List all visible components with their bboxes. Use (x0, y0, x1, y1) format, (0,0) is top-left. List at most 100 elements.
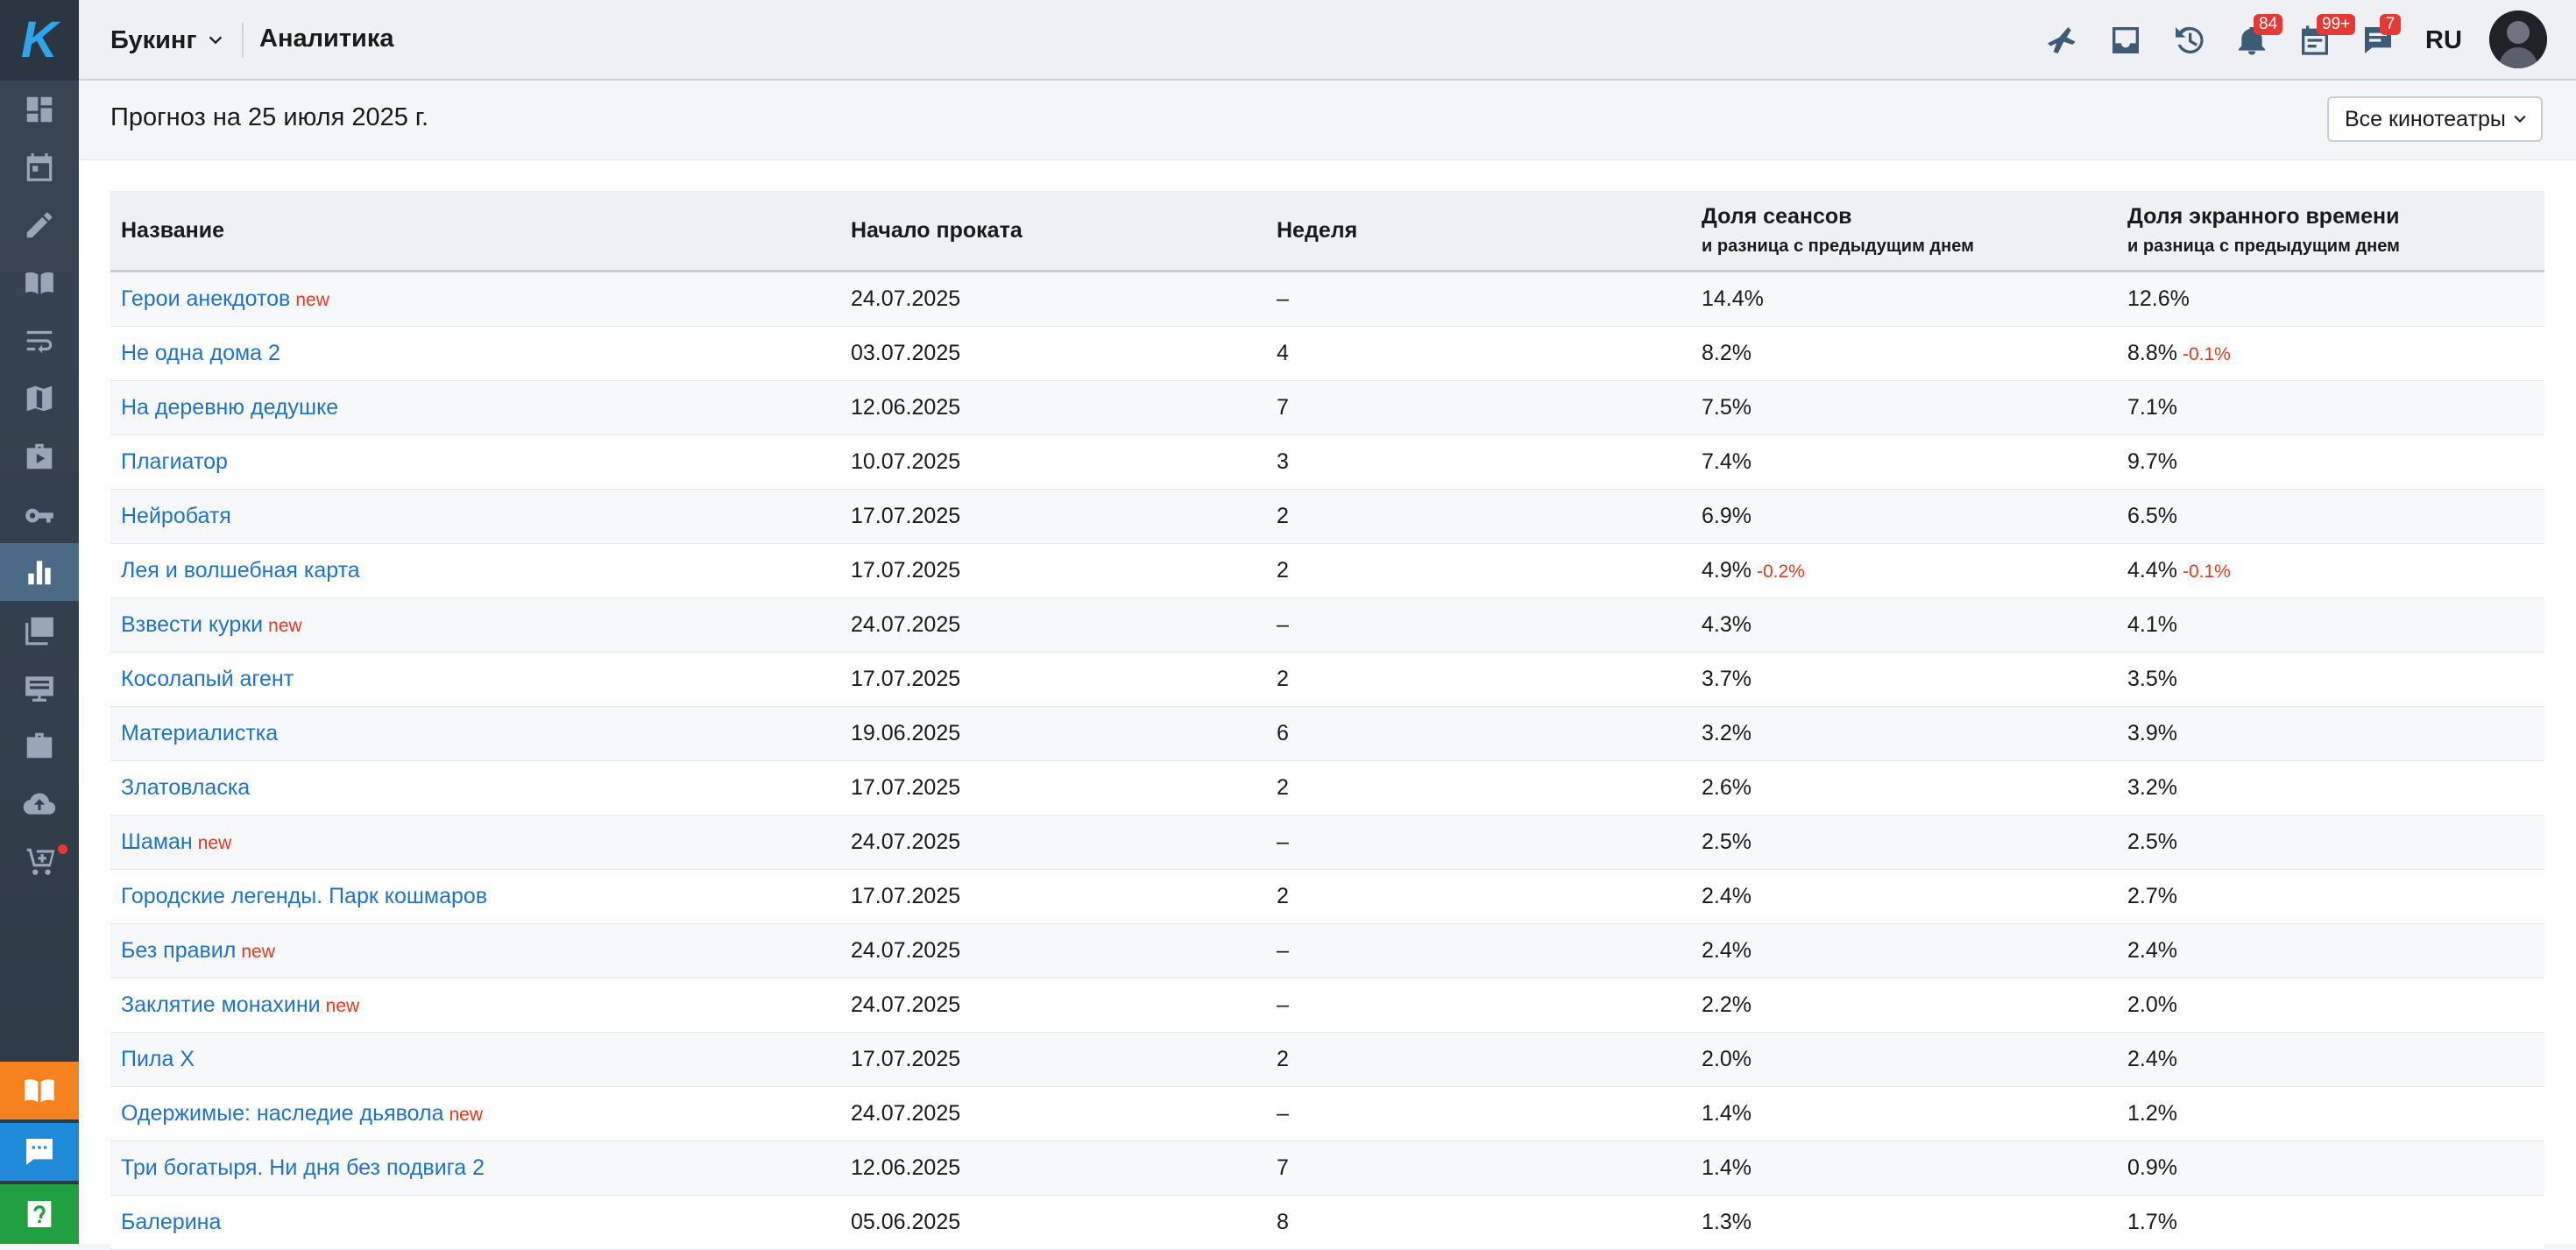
film-name-cell: Нейробатя (110, 489, 840, 544)
film-link[interactable]: Материалистка (121, 721, 279, 745)
film-link[interactable]: Герои анекдотов (121, 286, 291, 311)
nav-cart-icon[interactable] (0, 832, 79, 890)
screen-time-share-cell: 8.8% -0.1% (2117, 326, 2544, 381)
film-link[interactable]: Взвести курки (121, 612, 264, 637)
screen-time-share-value: 2.7% (2127, 884, 2177, 908)
column-header-week[interactable]: Неделя (1266, 191, 1691, 272)
table-row: Материалистка 19.06.2025 6 3.2% 3.9% (110, 706, 2544, 761)
table-row: Не одна дома 2 03.07.2025 4 8.2% 8.8% -0.1% (110, 326, 2544, 381)
chevron-down-icon (209, 36, 222, 45)
nav-map-icon[interactable] (0, 370, 79, 427)
week-cell: 2 (1266, 489, 1691, 544)
new-badge: new (295, 290, 329, 310)
film-link[interactable]: Без правил (121, 938, 237, 963)
screen-time-share-value: 3.2% (2127, 775, 2177, 800)
logo[interactable]: K (0, 0, 79, 81)
megaphone-icon[interactable] (2042, 21, 2080, 60)
sessions-share-cell: 14.4% (1691, 271, 2117, 327)
section-switcher[interactable]: Букинг (110, 25, 225, 56)
screen-time-share-cell: 2.4% (2117, 1032, 2544, 1087)
sessions-share-cell: 4.9% -0.2% (1691, 543, 2117, 598)
film-link[interactable]: Заклятие монахини (121, 992, 321, 1017)
nav-pencil-icon[interactable] (0, 196, 79, 254)
screen-time-share-cell: 7.1% (2117, 380, 2544, 435)
nav-book-icon[interactable] (0, 254, 79, 312)
week-cell: 2 (1266, 869, 1691, 924)
film-link[interactable]: Городские легенды. Парк кошмаров (121, 884, 488, 908)
column-header-sessions-share-sub: и разница с предыдущим днем (1702, 237, 1974, 256)
film-link[interactable]: Плагиатор (121, 449, 228, 474)
screen-time-share-value: 7.1% (2127, 395, 2177, 420)
nav-video-case-icon[interactable] (0, 427, 79, 485)
film-link[interactable]: Пила Х (121, 1047, 195, 1071)
film-link[interactable]: Косолапый агент (121, 667, 294, 691)
week-cell: 7 (1266, 380, 1691, 435)
sessions-share-cell: 6.9% (1691, 489, 2117, 544)
column-header-name[interactable]: Название (110, 191, 840, 272)
knowledge-base-button[interactable] (0, 1062, 79, 1119)
screen-time-share-cell: 2.0% (2117, 978, 2544, 1033)
chat-bubble-icon (26, 1139, 53, 1165)
sessions-share-value: 4.3% (1702, 612, 1752, 637)
film-name-cell: Без правил new (110, 923, 840, 978)
sessions-share-value: 3.2% (1702, 721, 1752, 745)
week-cell: 8 (1266, 1195, 1691, 1250)
column-header-sessions-share[interactable]: Доля сеансов и разница с предыдущим днем (1691, 191, 2117, 272)
release-start-cell: 17.07.2025 (840, 489, 1266, 544)
nav-calendar-icon[interactable] (0, 138, 79, 196)
new-badge: new (449, 1105, 484, 1125)
column-header-screen-time-share[interactable]: Доля экранного времени и разница с преды… (2117, 191, 2544, 272)
week-cell: 7 (1266, 1141, 1691, 1196)
inbox-icon[interactable] (2106, 21, 2145, 60)
nav-key-icon[interactable] (0, 485, 79, 543)
screen-time-share-cell: 1.7% (2117, 1195, 2544, 1250)
cinema-filter-select[interactable]: Все кинотеатры (2327, 96, 2543, 142)
screen-time-share-value: 3.9% (2127, 721, 2177, 745)
nav-text-wrap-icon[interactable] (0, 312, 79, 370)
messages-icon[interactable]: 7 (2359, 14, 2401, 60)
nav-dashboard-icon[interactable] (0, 81, 79, 138)
film-link[interactable]: Одержимые: наследие дьявола (121, 1101, 444, 1126)
nav-gallery-icon[interactable] (0, 601, 79, 659)
sessions-share-cell: 7.5% (1691, 380, 2117, 435)
table-row: Шаман new 24.07.2025–2.5% 2.5% (110, 815, 2544, 870)
release-start-cell: 24.07.2025 (840, 597, 1266, 653)
film-link[interactable]: Нейробатя (121, 504, 231, 528)
new-badge: new (197, 833, 232, 853)
sessions-share-value: 2.6% (1702, 775, 1752, 800)
film-name-cell: Одержимые: наследие дьявола new (110, 1086, 840, 1141)
week-cell: 4 (1266, 326, 1691, 381)
sessions-share-value: 4.9% (1702, 558, 1752, 583)
release-start-cell: 17.07.2025 (840, 652, 1266, 707)
notifications-bell-icon[interactable]: 84 (2233, 14, 2283, 60)
film-link[interactable]: Не одна дома 2 (121, 341, 280, 365)
chevron-down-icon (2514, 115, 2526, 123)
nav-cloud-upload-icon[interactable] (0, 774, 79, 832)
nav-briefcase-icon[interactable] (0, 717, 79, 774)
nav-list-screen-icon[interactable] (0, 659, 79, 717)
film-link[interactable]: На деревню дедушке (121, 395, 339, 420)
release-start-cell: 17.07.2025 (840, 760, 1266, 816)
sessions-share-value: 3.7% (1702, 667, 1752, 691)
release-start-cell: 24.07.2025 (840, 1086, 1266, 1141)
sessions-share-cell: 2.2% (1691, 978, 2117, 1033)
film-link[interactable]: Златовласка (121, 775, 251, 800)
screen-time-share-value: 8.8% (2127, 341, 2177, 365)
language-switcher[interactable]: RU (2425, 26, 2462, 54)
screen-time-share-value: 0.9% (2127, 1155, 2177, 1180)
column-header-release-start[interactable]: Начало проката (840, 191, 1266, 272)
help-button[interactable] (0, 1184, 79, 1244)
user-avatar[interactable] (2489, 11, 2547, 68)
week-cell: 2 (1266, 652, 1691, 707)
film-link[interactable]: Три богатыря. Ни дня без подвига 2 (121, 1155, 485, 1180)
tasks-calendar-icon[interactable]: 99+ (2296, 14, 2356, 60)
week-cell: – (1266, 597, 1691, 653)
film-link[interactable]: Лея и волшебная карта (121, 558, 360, 583)
film-link[interactable]: Шаман (121, 830, 193, 854)
sessions-share-value: 2.0% (1702, 1047, 1752, 1071)
nav-analytics-icon[interactable] (0, 543, 79, 601)
chat-support-button[interactable] (0, 1123, 79, 1181)
tasks-count-badge: 99+ (2317, 14, 2356, 35)
film-link[interactable]: Балерина (121, 1210, 222, 1234)
history-icon[interactable] (2169, 21, 2208, 60)
